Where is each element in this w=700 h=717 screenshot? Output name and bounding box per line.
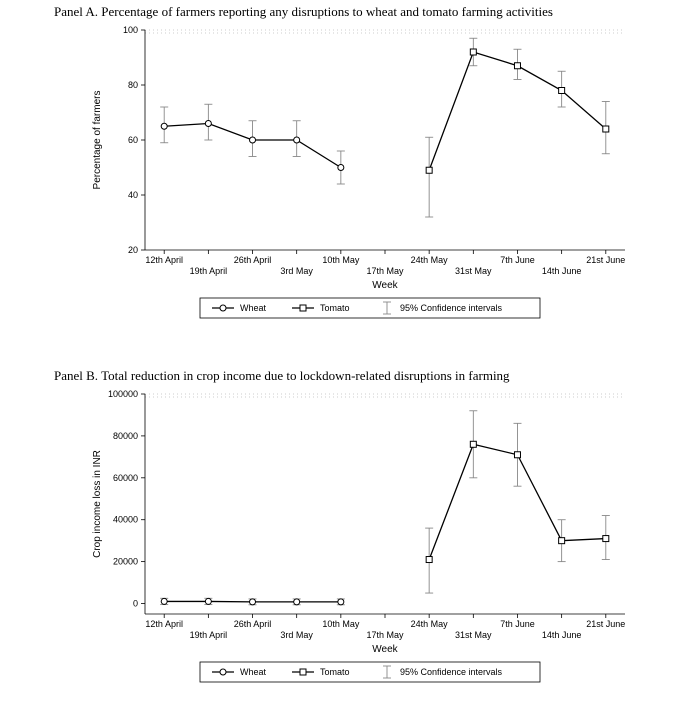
page: Panel A. Percentage of farmers reporting… — [0, 0, 700, 717]
svg-text:21st June: 21st June — [586, 255, 625, 265]
svg-text:26th April: 26th April — [234, 255, 272, 265]
panel-b-chart: 0 20000 40000 60000 80000 100000 12th April 19t… — [80, 384, 660, 714]
svg-text:3rd May: 3rd May — [280, 266, 313, 276]
svg-text:95% Confidence intervals: 95% Confidence intervals — [400, 303, 503, 313]
svg-text:31st May: 31st May — [455, 266, 492, 276]
svg-text:7th June: 7th June — [500, 619, 535, 629]
svg-text:Tomato: Tomato — [320, 667, 350, 677]
svg-text:100000: 100000 — [108, 389, 138, 399]
svg-text:3rd May: 3rd May — [280, 630, 313, 640]
svg-text:Wheat: Wheat — [240, 667, 267, 677]
svg-text:Crop income loss in INR: Crop income loss in INR — [92, 450, 103, 558]
svg-text:Wheat: Wheat — [240, 303, 267, 313]
svg-text:19th April: 19th April — [190, 266, 228, 276]
svg-text:10th May: 10th May — [322, 619, 360, 629]
svg-text:Tomato: Tomato — [320, 303, 350, 313]
svg-text:0: 0 — [133, 599, 138, 609]
svg-text:19th April: 19th April — [190, 630, 228, 640]
panel-b-title: Panel B. Total reduction in crop income … — [54, 368, 510, 384]
panel-a-title: Panel A. Percentage of farmers reporting… — [54, 4, 553, 20]
svg-text:14th June: 14th June — [542, 630, 582, 640]
panel-b-svg: 0 20000 40000 60000 80000 100000 12th April 19t… — [80, 384, 660, 714]
svg-text:20000: 20000 — [113, 557, 138, 567]
svg-text:10th May: 10th May — [322, 255, 360, 265]
svg-text:60000: 60000 — [113, 473, 138, 483]
svg-text:Week: Week — [372, 280, 398, 291]
svg-text:80: 80 — [128, 80, 138, 90]
svg-text:40000: 40000 — [113, 515, 138, 525]
svg-text:60: 60 — [128, 135, 138, 145]
svg-text:24th May: 24th May — [411, 619, 449, 629]
svg-text:17th May: 17th May — [366, 266, 404, 276]
svg-text:14th June: 14th June — [542, 266, 582, 276]
svg-text:20: 20 — [128, 245, 138, 255]
svg-text:Week: Week — [372, 644, 398, 655]
svg-text:7th June: 7th June — [500, 255, 535, 265]
svg-text:Percentage of farmers: Percentage of farmers — [92, 91, 103, 190]
panel-a-chart: 20 40 60 80 100 12th April 19th April 26th Apri… — [80, 20, 660, 350]
svg-text:95% Confidence intervals: 95% Confidence intervals — [400, 667, 503, 677]
svg-text:17th May: 17th May — [366, 630, 404, 640]
svg-text:40: 40 — [128, 190, 138, 200]
svg-text:12th April: 12th April — [145, 255, 183, 265]
svg-text:12th April: 12th April — [145, 619, 183, 629]
panel-a-svg: 20 40 60 80 100 12th April 19th April 26th Apri… — [80, 20, 660, 350]
svg-text:31st May: 31st May — [455, 630, 492, 640]
svg-text:21st June: 21st June — [586, 619, 625, 629]
svg-text:100: 100 — [123, 25, 138, 35]
svg-text:26th April: 26th April — [234, 619, 272, 629]
svg-text:80000: 80000 — [113, 431, 138, 441]
svg-text:24th May: 24th May — [411, 255, 449, 265]
